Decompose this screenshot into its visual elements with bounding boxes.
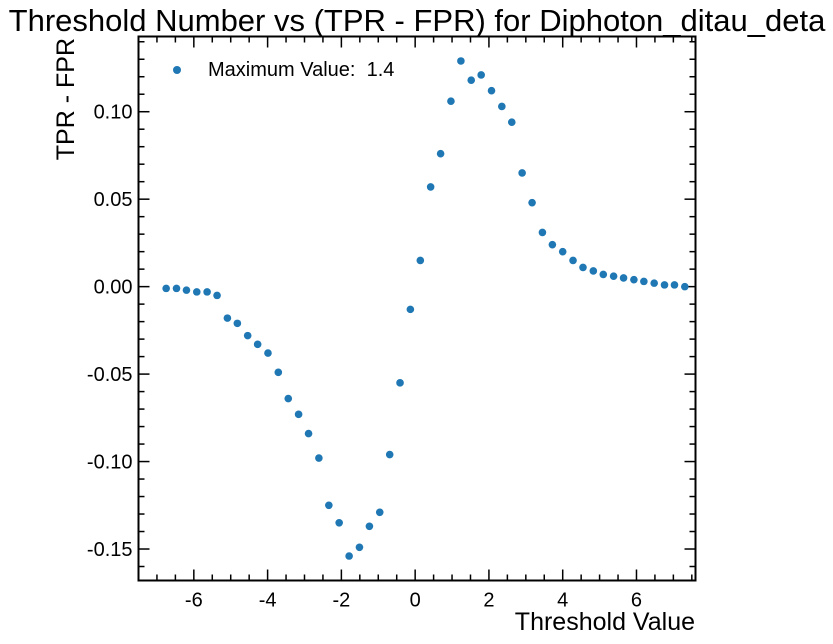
data-point (569, 256, 577, 265)
data-point (406, 305, 415, 314)
legend-marker (173, 66, 181, 74)
data-point (660, 281, 669, 289)
data-point (589, 267, 598, 275)
data-point (538, 228, 547, 237)
y-axis-label: TPR - FPR (52, 38, 80, 160)
data-point (345, 552, 353, 560)
data-point (203, 288, 211, 296)
y-tick-label: 0.00 (94, 277, 133, 299)
data-point (192, 288, 201, 296)
x-tick-label: -6 (185, 590, 203, 612)
axis-tick-labels: -6 -4 -2 0 2 4 6 -0.15 -0.10 -0.05 0.00 0.05 0.10 (87, 102, 642, 612)
data-point (315, 454, 323, 462)
data-point (477, 71, 485, 79)
data-point (640, 277, 648, 286)
data-point (223, 314, 232, 322)
data-point (375, 508, 384, 517)
data-point (243, 331, 252, 340)
x-tick-label: 6 (631, 590, 642, 612)
data-point (335, 518, 343, 527)
data-point (172, 284, 181, 293)
data-point (558, 247, 567, 256)
data-point (264, 349, 272, 357)
data-point (518, 169, 526, 177)
data-point (579, 263, 587, 272)
legend-label: Maximum Value: 1.4 (208, 59, 394, 81)
data-point (498, 102, 506, 111)
data-point (385, 450, 394, 459)
data-point (528, 198, 536, 207)
data-point (294, 410, 303, 419)
data-point (619, 274, 628, 282)
data-point (609, 272, 618, 280)
data-point (681, 282, 689, 291)
data-point (304, 429, 313, 438)
data-point (325, 501, 333, 510)
data-point (416, 256, 425, 265)
data-point (447, 97, 455, 106)
data-point (630, 275, 638, 284)
data-point (548, 240, 557, 249)
axis-ticks (137, 36, 696, 581)
data-point (253, 340, 262, 349)
data-point (233, 319, 242, 328)
data-point (365, 522, 374, 531)
data-point (436, 149, 445, 158)
data-point (213, 291, 221, 300)
x-tick-label: 4 (557, 590, 568, 612)
data-point (426, 183, 435, 191)
y-tick-label: -0.15 (87, 539, 133, 561)
data-point (457, 57, 465, 65)
data-point (599, 270, 608, 279)
data-point (487, 86, 496, 95)
x-axis-label: Threshold Value (515, 608, 695, 636)
scatter-points (162, 57, 689, 560)
plot-frame (137, 35, 697, 582)
data-point (182, 286, 191, 294)
y-tick-label: 0.05 (94, 189, 133, 211)
x-tick-label: 2 (483, 590, 494, 612)
data-point (396, 379, 404, 387)
data-point (508, 118, 516, 127)
x-tick-label: 0 (410, 590, 421, 612)
y-tick-label: 0.10 (94, 102, 133, 124)
x-tick-label: -2 (332, 590, 350, 612)
y-tick-label: -0.10 (87, 452, 133, 474)
legend: Maximum Value: 1.4 (173, 59, 394, 81)
data-point (284, 394, 293, 403)
data-point (162, 284, 170, 293)
data-point (670, 281, 679, 289)
y-tick-label: -0.05 (87, 364, 133, 386)
data-point (467, 76, 476, 85)
chart-title: Threshold Number vs (TPR - FPR) for Diph… (9, 3, 826, 38)
data-point (650, 279, 658, 287)
x-tick-label: -4 (259, 590, 277, 612)
data-point (355, 543, 364, 552)
data-point (274, 368, 283, 377)
